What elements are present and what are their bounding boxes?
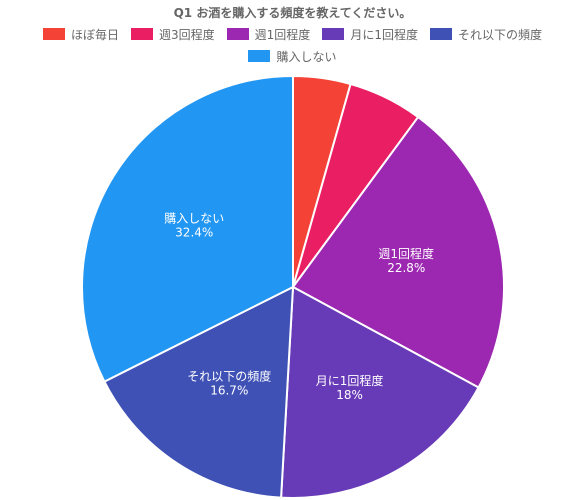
legend-swatch [43,28,66,40]
legend-swatch [131,28,154,40]
legend-item[interactable]: 週3回程度 [131,26,215,42]
pie-slice [103,285,295,499]
legend-item[interactable]: それ以下の頻度 [429,26,542,42]
pie-slice [81,74,294,383]
legend-label: ほぼ毎日 [71,27,120,42]
data-label: 22.8% [387,261,425,275]
data-label: 16.7% [210,383,248,397]
legend-label: 週1回程度 [254,27,311,42]
chart-title: Q1 お酒を購入する頻度を教えてください。 [173,6,412,20]
legend-item[interactable]: ほぼ毎日 [43,26,119,42]
legend-label: それ以下の頻度 [457,27,542,42]
data-label: 18% [336,388,363,402]
slice-name: 週1回程度 [378,246,434,261]
legend-swatch [322,28,345,40]
data-label: 32.4% [175,226,213,240]
legend-label: 月に1回程度 [350,27,418,42]
slice-name: 月に1回程度 [316,373,384,388]
pie-slice [280,285,480,499]
slice-name: それ以下の頻度 [187,368,271,383]
legend-item[interactable]: 購入しない [248,48,337,64]
pie-slice [291,115,505,389]
legend-swatch [248,50,271,62]
legend: ほぼ毎日 週3回程度 週1回程度 月に1回程度 それ以下の頻度購入しない [40,26,545,64]
legend-swatch [429,28,452,40]
legend-item[interactable]: 週1回程度 [226,26,311,42]
slice-name: 購入しない [164,212,224,226]
legend-label: 週3回程度 [159,27,215,42]
legend-item[interactable]: 月に1回程度 [322,26,418,42]
legend-swatch [226,28,249,40]
legend-label: 購入しない [276,49,337,64]
